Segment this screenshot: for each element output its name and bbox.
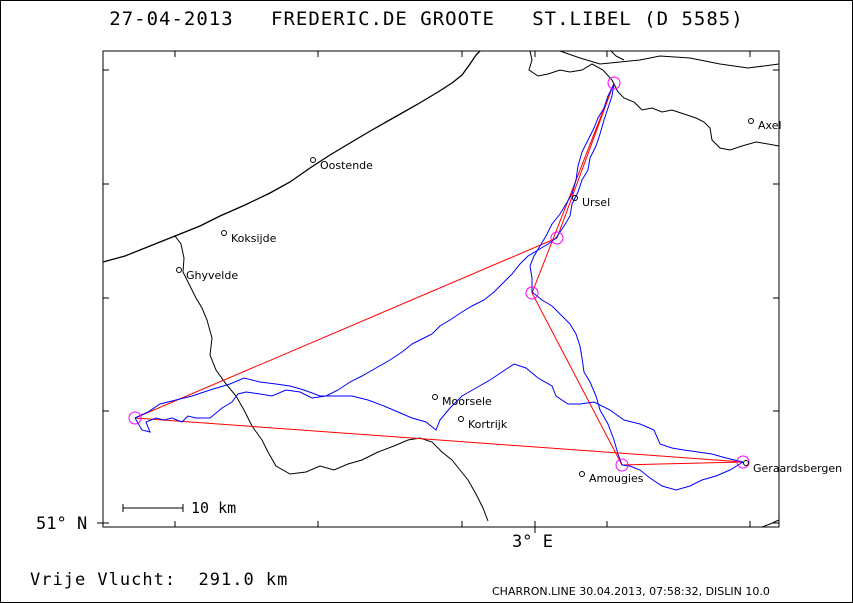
place-geraardsbergen: Geraardsbergen: [743, 460, 842, 475]
svg-text:Amougies: Amougies: [589, 472, 644, 485]
distance-label: Vrije Vlucht: 291.0 km: [30, 570, 289, 590]
turnpoint-marker: [550, 231, 564, 245]
svg-text:Axel: Axel: [758, 119, 782, 132]
svg-text:Koksijde: Koksijde: [231, 232, 277, 245]
place-ghyvelde: Ghyvelde: [176, 267, 238, 282]
flight-track: [134, 83, 744, 491]
place-koksijde: Koksijde: [221, 230, 277, 245]
longitude-label: 3° E: [512, 532, 553, 552]
coastline: [102, 50, 481, 263]
border-netherlands: [528, 50, 780, 151]
turnpoint-marker: [736, 455, 750, 469]
map-title: 27-04-2013 FREDERIC.DE GROOTE ST.LIBEL (…: [109, 8, 744, 30]
turnpoint-marker: [615, 458, 629, 472]
svg-text:Ursel: Ursel: [582, 196, 610, 209]
svg-text:Geraardsbergen: Geraardsbergen: [753, 462, 842, 475]
scheldt-estuary: [559, 50, 780, 69]
scale-bar: 10 km: [122, 499, 236, 517]
turnpoint-markers: [128, 76, 750, 472]
border-france-belgium: [174, 235, 489, 522]
place-oostende: Oostende: [310, 157, 373, 172]
latitude-label: 51° N: [36, 514, 88, 534]
turnpoint-marker: [525, 286, 539, 300]
svg-text:Ghyvelde: Ghyvelde: [186, 269, 238, 282]
place-markers: Oostende Koksijde Ghyvelde Ursel Axel Mo…: [176, 118, 842, 485]
water-edge: [610, 50, 625, 61]
place-axel: Axel: [748, 118, 782, 132]
border-belgium-south: [761, 519, 780, 528]
turnpoint-marker: [607, 76, 621, 90]
place-kortrijk: Kortrijk: [458, 416, 508, 431]
place-amougies: Amougies: [579, 471, 644, 485]
credit-label: CHARRON.LINE 30.04.2013, 07:58:32, DISLI…: [492, 585, 770, 598]
frame-ticks: [97, 51, 779, 533]
place-moorsele: Moorsele: [432, 394, 492, 408]
turnpoint-marker: [128, 411, 142, 425]
svg-text:Moorsele: Moorsele: [442, 395, 492, 408]
map-frame: [102, 50, 780, 528]
svg-text:Oostende: Oostende: [320, 159, 373, 172]
place-ursel: Ursel: [572, 195, 610, 209]
svg-text:Kortrijk: Kortrijk: [468, 418, 508, 431]
scale-label: 10 km: [191, 499, 236, 517]
